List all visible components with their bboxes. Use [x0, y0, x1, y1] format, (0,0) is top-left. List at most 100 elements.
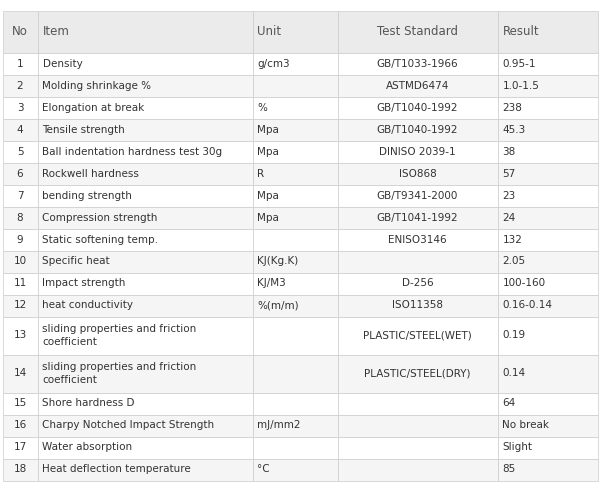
- Bar: [37, 53, 253, 75]
- Text: Static softening temp.: Static softening temp.: [43, 235, 158, 245]
- Text: R: R: [257, 168, 265, 179]
- Bar: [37, 163, 253, 185]
- Text: %(m/m): %(m/m): [257, 300, 299, 310]
- Text: 2.05: 2.05: [503, 256, 526, 267]
- Text: D-256: D-256: [401, 278, 433, 289]
- Text: heat conductivity: heat conductivity: [43, 300, 133, 310]
- Text: Compression strength: Compression strength: [43, 213, 158, 222]
- Text: 2: 2: [17, 81, 23, 90]
- Text: Heat deflection temperature: Heat deflection temperature: [43, 464, 191, 474]
- Bar: [2, 53, 37, 75]
- Bar: [337, 436, 497, 459]
- Bar: [2, 10, 37, 53]
- Text: 24: 24: [503, 213, 516, 222]
- Bar: [497, 97, 598, 118]
- Text: Unit: Unit: [257, 25, 281, 38]
- Bar: [2, 414, 37, 436]
- Text: Mpa: Mpa: [257, 213, 280, 222]
- Text: Charpy Notched Impact Strength: Charpy Notched Impact Strength: [43, 420, 215, 431]
- Text: bending strength: bending strength: [43, 191, 133, 200]
- Text: No break: No break: [503, 420, 550, 431]
- Text: coefficient: coefficient: [43, 375, 97, 385]
- Bar: [253, 75, 337, 97]
- Text: Elongation at break: Elongation at break: [43, 103, 145, 112]
- Bar: [37, 295, 253, 317]
- Text: Test Standard: Test Standard: [377, 25, 458, 38]
- Bar: [337, 140, 497, 163]
- Text: Water absorption: Water absorption: [43, 442, 133, 453]
- Bar: [497, 75, 598, 97]
- Bar: [337, 414, 497, 436]
- Bar: [253, 459, 337, 481]
- Bar: [497, 436, 598, 459]
- Text: GB/T1040-1992: GB/T1040-1992: [377, 125, 458, 135]
- Text: 18: 18: [13, 464, 26, 474]
- Text: 238: 238: [503, 103, 523, 112]
- Bar: [2, 295, 37, 317]
- Bar: [337, 295, 497, 317]
- Bar: [337, 207, 497, 228]
- Text: PLASTIC/STEEL(DRY): PLASTIC/STEEL(DRY): [364, 369, 471, 379]
- Bar: [2, 392, 37, 414]
- Text: 1.0-1.5: 1.0-1.5: [503, 81, 539, 90]
- Bar: [253, 207, 337, 228]
- Bar: [253, 436, 337, 459]
- Bar: [2, 228, 37, 250]
- Bar: [2, 75, 37, 97]
- Text: Mpa: Mpa: [257, 146, 280, 157]
- Text: 1: 1: [17, 58, 23, 69]
- Text: sliding properties and friction: sliding properties and friction: [43, 362, 197, 372]
- Bar: [337, 75, 497, 97]
- Bar: [337, 118, 497, 140]
- Text: sliding properties and friction: sliding properties and friction: [43, 324, 197, 334]
- Bar: [37, 185, 253, 207]
- Text: Impact strength: Impact strength: [43, 278, 126, 289]
- Text: Item: Item: [43, 25, 70, 38]
- Text: 15: 15: [13, 399, 26, 409]
- Text: KJ(Kg.K): KJ(Kg.K): [257, 256, 299, 267]
- Text: Result: Result: [503, 25, 539, 38]
- Text: GB/T1041-1992: GB/T1041-1992: [377, 213, 458, 222]
- Text: 57: 57: [503, 168, 516, 179]
- Text: Tensile strength: Tensile strength: [43, 125, 125, 135]
- Text: 0.19: 0.19: [503, 330, 526, 340]
- Text: ENISO3146: ENISO3146: [388, 235, 447, 245]
- Bar: [2, 250, 37, 273]
- Text: 0.95-1: 0.95-1: [503, 58, 536, 69]
- Bar: [337, 97, 497, 118]
- Text: 16: 16: [13, 420, 26, 431]
- Text: g/cm3: g/cm3: [257, 58, 290, 69]
- Bar: [2, 317, 37, 355]
- Bar: [37, 392, 253, 414]
- Bar: [2, 436, 37, 459]
- Text: PLASTIC/STEEL(WET): PLASTIC/STEEL(WET): [363, 330, 472, 340]
- Bar: [337, 163, 497, 185]
- Bar: [337, 459, 497, 481]
- Bar: [497, 295, 598, 317]
- Text: 5: 5: [17, 146, 23, 157]
- Text: mJ/mm2: mJ/mm2: [257, 420, 301, 431]
- Bar: [497, 355, 598, 392]
- Text: 64: 64: [503, 399, 516, 409]
- Bar: [497, 250, 598, 273]
- Bar: [497, 459, 598, 481]
- Bar: [2, 459, 37, 481]
- Text: 9: 9: [17, 235, 23, 245]
- Bar: [253, 163, 337, 185]
- Bar: [497, 10, 598, 53]
- Text: GB/T1033-1966: GB/T1033-1966: [377, 58, 458, 69]
- Bar: [337, 185, 497, 207]
- Text: 38: 38: [503, 146, 516, 157]
- Text: Mpa: Mpa: [257, 125, 280, 135]
- Text: 0.16-0.14: 0.16-0.14: [503, 300, 553, 310]
- Text: ISO11358: ISO11358: [392, 300, 443, 310]
- Text: 23: 23: [503, 191, 516, 200]
- Bar: [253, 53, 337, 75]
- Text: coefficient: coefficient: [43, 337, 97, 347]
- Text: 132: 132: [503, 235, 523, 245]
- Text: 8: 8: [17, 213, 23, 222]
- Bar: [37, 250, 253, 273]
- Text: 7: 7: [17, 191, 23, 200]
- Bar: [253, 355, 337, 392]
- Text: 6: 6: [17, 168, 23, 179]
